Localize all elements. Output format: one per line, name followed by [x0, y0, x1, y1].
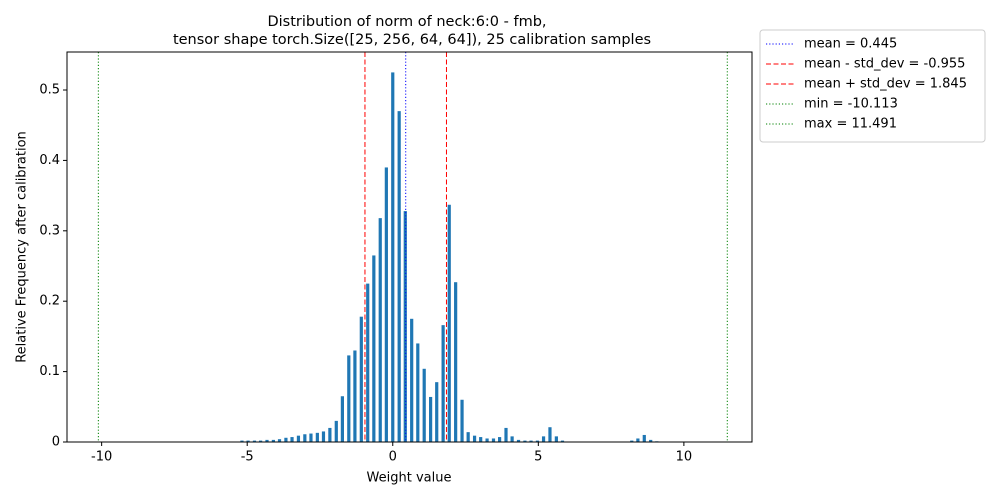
bar — [391, 72, 395, 442]
legend-box — [759, 29, 986, 143]
x-tick-label: 10 — [676, 450, 693, 465]
y-tick-label: 0.3 — [39, 223, 60, 238]
legend-label: mean + std_dev = 1.845 — [804, 77, 967, 92]
bar — [416, 343, 420, 442]
bar — [315, 432, 319, 442]
bar — [554, 436, 558, 442]
bar — [460, 399, 464, 442]
y-tick-label: 0.2 — [39, 294, 60, 309]
bar — [309, 433, 313, 442]
bar — [429, 396, 433, 442]
legend-label: min = -10.113 — [804, 97, 898, 112]
bar — [340, 396, 344, 442]
chart-subtitle: tensor shape torch.Size([25, 256, 64, 64… — [173, 32, 651, 48]
bar — [290, 437, 294, 442]
bar — [277, 439, 282, 442]
bar — [246, 440, 250, 442]
bar — [410, 318, 414, 442]
bar — [265, 439, 269, 442]
y-axis-label: Relative Frequency after calibration — [15, 131, 30, 363]
bar — [560, 440, 565, 442]
bar — [240, 440, 244, 442]
x-tick-label: 5 — [534, 450, 542, 465]
bar — [649, 439, 653, 442]
bar — [303, 434, 307, 442]
bar — [447, 204, 451, 442]
bar — [479, 437, 483, 442]
bar — [258, 440, 263, 442]
plot-frame — [66, 51, 753, 443]
y-tick-label: 0.4 — [39, 153, 60, 168]
bar — [328, 427, 332, 442]
bar — [535, 440, 540, 442]
bar — [529, 440, 533, 442]
bar — [347, 355, 351, 442]
bar — [359, 316, 363, 442]
bar — [504, 427, 508, 442]
bar — [491, 438, 496, 442]
y-tick-label: 0.1 — [39, 364, 60, 379]
bar — [485, 438, 489, 442]
bar — [422, 368, 426, 442]
bar — [353, 350, 357, 442]
bar — [636, 438, 640, 442]
bar — [498, 437, 502, 442]
legend-label: max = 11.491 — [804, 117, 897, 132]
bar — [472, 435, 477, 442]
bar — [252, 440, 257, 442]
bar — [466, 432, 470, 442]
x-tick-label: -10 — [91, 450, 112, 465]
bar — [454, 282, 458, 442]
bar — [271, 439, 276, 442]
bar — [403, 211, 407, 442]
bar — [378, 218, 382, 442]
bar — [296, 435, 301, 442]
bar — [510, 436, 514, 442]
bar — [541, 436, 546, 442]
bar — [372, 255, 376, 442]
y-tick-label: 0 — [52, 435, 60, 450]
bar — [435, 382, 439, 442]
bar — [321, 431, 326, 442]
bar — [441, 325, 445, 442]
y-tick-label: 0.5 — [39, 83, 60, 98]
bar — [366, 283, 370, 442]
legend-label: mean = 0.445 — [804, 37, 897, 52]
bar — [516, 439, 521, 442]
bar — [384, 167, 388, 442]
bar — [548, 427, 552, 442]
x-tick-label: -5 — [241, 450, 254, 465]
chart-title: Distribution of norm of neck:6:0 - fmb, — [267, 14, 546, 30]
x-tick-label: 0 — [389, 450, 397, 465]
bar — [630, 440, 634, 442]
bar — [523, 440, 527, 442]
bar — [642, 434, 646, 442]
bar — [397, 111, 401, 442]
legend-label: mean - std_dev = -0.955 — [804, 57, 965, 72]
bar — [334, 420, 338, 442]
x-axis-label: Weight value — [367, 471, 452, 486]
bar — [284, 437, 288, 442]
